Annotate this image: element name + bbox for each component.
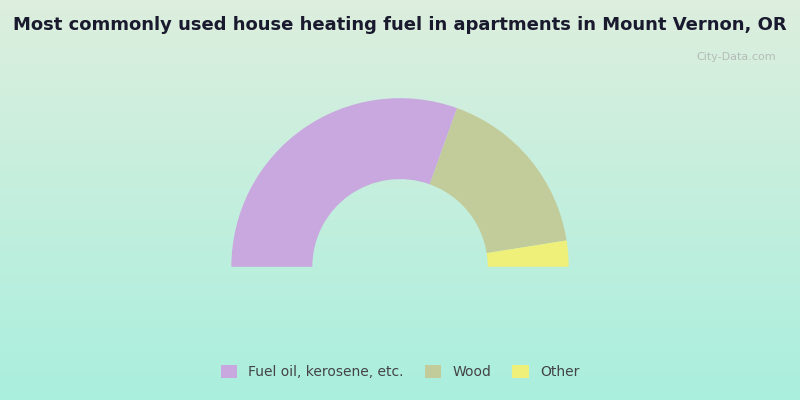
Wedge shape [430,108,566,253]
Wedge shape [486,240,569,267]
Wedge shape [231,98,457,267]
Text: City-Data.com: City-Data.com [696,52,776,62]
Legend: Fuel oil, kerosene, etc., Wood, Other: Fuel oil, kerosene, etc., Wood, Other [214,358,586,386]
Text: Most commonly used house heating fuel in apartments in Mount Vernon, OR: Most commonly used house heating fuel in… [13,16,787,34]
